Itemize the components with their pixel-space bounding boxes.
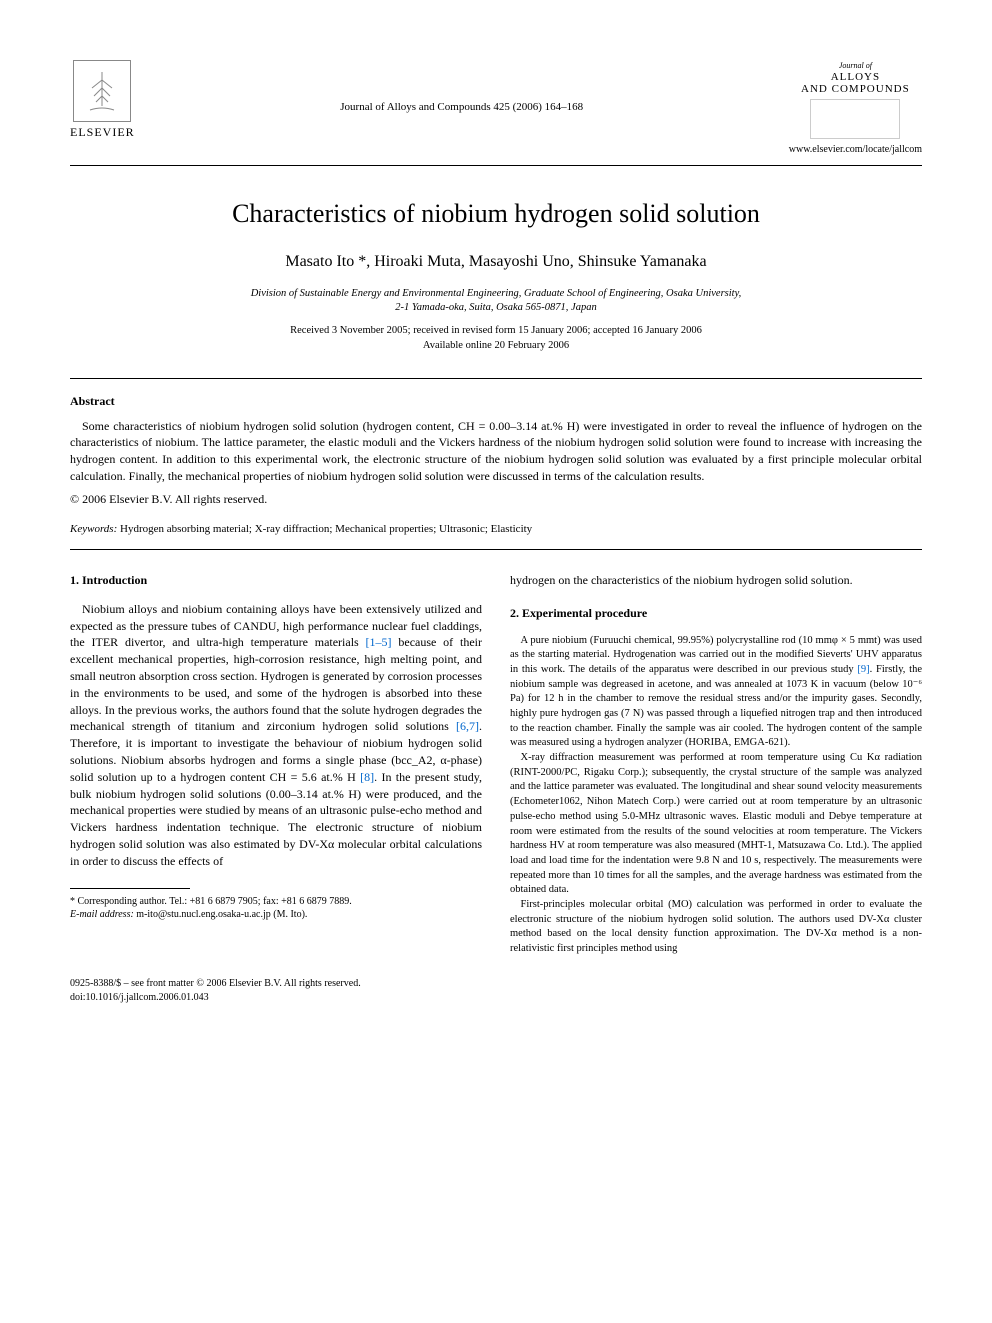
- header-row: ELSEVIER Journal of Alloys and Compounds…: [70, 60, 922, 157]
- affiliation: Division of Sustainable Energy and Envir…: [70, 287, 922, 314]
- intro-continuation: hydrogen on the characteristics of the n…: [510, 572, 922, 589]
- publisher-name: ELSEVIER: [70, 124, 135, 141]
- keywords: Keywords: Hydrogen absorbing material; X…: [70, 522, 922, 537]
- footnote-corr: * Corresponding author. Tel.: +81 6 6879…: [70, 896, 352, 907]
- footnote-email-label: E-mail address:: [70, 909, 134, 920]
- locate-url[interactable]: www.elsevier.com/locate/jallcom: [789, 143, 922, 157]
- right-column: hydrogen on the characteristics of the n…: [510, 572, 922, 957]
- body-columns: 1. Introduction Niobium alloys and niobi…: [70, 572, 922, 957]
- authors: Masato Ito *, Hiroaki Muta, Masayoshi Un…: [70, 251, 922, 273]
- abstract-bottom-rule: [70, 549, 922, 550]
- abstract-text: Some characteristics of niobium hydrogen…: [70, 418, 922, 485]
- journal-logo-top: Journal of: [839, 60, 872, 71]
- citation-link-9[interactable]: [9]: [857, 664, 869, 675]
- citation-link-1-5[interactable]: [1–5]: [366, 635, 392, 649]
- corresponding-author-footnote: * Corresponding author. Tel.: +81 6 6879…: [70, 895, 482, 921]
- elsevier-tree-icon: [73, 60, 131, 122]
- received-date: Received 3 November 2005; received in re…: [290, 325, 702, 336]
- experimental-heading: 2. Experimental procedure: [510, 605, 922, 622]
- journal-cover-icon: [810, 99, 900, 139]
- keywords-text: Hydrogen absorbing material; X-ray diffr…: [117, 523, 532, 535]
- publisher-block: ELSEVIER: [70, 60, 135, 141]
- page-footer: 0925-8388/$ – see front matter © 2006 El…: [70, 977, 922, 1005]
- abstract-top-rule: [70, 378, 922, 379]
- keywords-label: Keywords:: [70, 523, 117, 535]
- exp-paragraph-3: First-principles molecular orbital (MO) …: [510, 898, 922, 957]
- intro-heading: 1. Introduction: [70, 572, 482, 589]
- abstract-copyright: © 2006 Elsevier B.V. All rights reserved…: [70, 491, 922, 508]
- journal-reference: Journal of Alloys and Compounds 425 (200…: [340, 60, 583, 115]
- affiliation-line2: 2-1 Yamada-oka, Suita, Osaka 565-0871, J…: [395, 302, 596, 313]
- journal-logo-line1: ALLOYS: [831, 71, 880, 83]
- citation-link-6-7[interactable]: [6,7]: [456, 719, 479, 733]
- available-date: Available online 20 February 2006: [423, 340, 569, 351]
- journal-logo-block: Journal of ALLOYS AND COMPOUNDS www.else…: [789, 60, 922, 157]
- article-dates: Received 3 November 2005; received in re…: [70, 324, 922, 353]
- exp-paragraph-1: A pure niobium (Furuuchi chemical, 99.95…: [510, 634, 922, 752]
- citation-link-8[interactable]: [8]: [360, 770, 374, 784]
- affiliation-line1: Division of Sustainable Energy and Envir…: [251, 288, 742, 299]
- header-rule: [70, 165, 922, 166]
- footnote-rule: [70, 888, 190, 889]
- exp-paragraph-2: X-ray diffraction measurement was perfor…: [510, 751, 922, 898]
- footer-doi: doi:10.1016/j.jallcom.2006.01.043: [70, 992, 209, 1003]
- left-column: 1. Introduction Niobium alloys and niobi…: [70, 572, 482, 957]
- footnote-email[interactable]: m-ito@stu.nucl.eng.osaka-u.ac.jp (M. Ito…: [134, 909, 308, 920]
- footer-copyright: 0925-8388/$ – see front matter © 2006 El…: [70, 978, 361, 989]
- article-title: Characteristics of niobium hydrogen soli…: [70, 196, 922, 232]
- intro-paragraph: Niobium alloys and niobium containing al…: [70, 601, 482, 870]
- journal-logo-line2: AND COMPOUNDS: [801, 83, 910, 95]
- abstract-heading: Abstract: [70, 393, 922, 410]
